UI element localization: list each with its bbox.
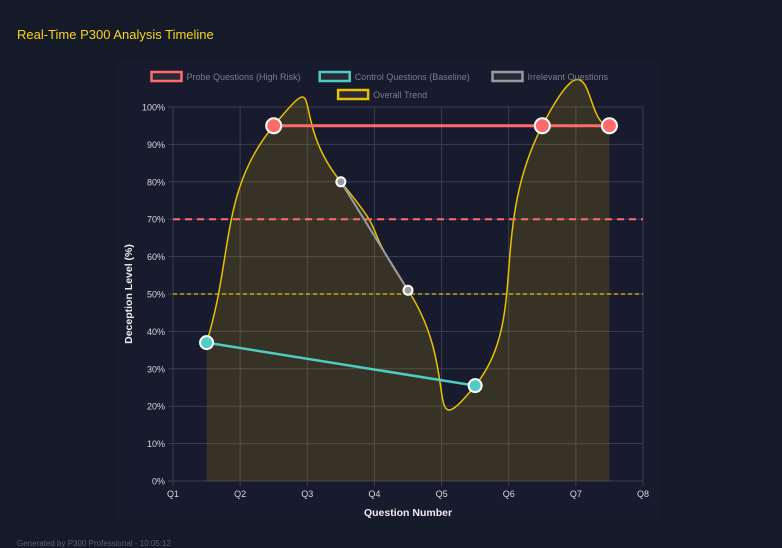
trend-area [206,79,610,481]
legend-item[interactable]: Irrelevant Questions [491,70,609,83]
legend-label: Control Questions (Baseline) [355,72,470,82]
legend-label: Probe Questions (High Risk) [187,72,301,82]
irrelevant-line [340,181,409,291]
legend-item[interactable]: Overall Trend [336,88,427,101]
footer-text: Generated by P300 Professional - 10:05:1… [17,539,171,548]
y-tick-label: 10% [147,439,165,449]
y-axis-label: Deception Level (%) [123,244,135,344]
irrelevant-point [402,284,414,296]
y-tick-label: 20% [147,402,165,412]
legend-swatch [491,70,524,83]
y-tick-label: 30% [147,364,165,374]
control-point [467,378,483,394]
probe-point [600,117,618,135]
y-tick-label: 90% [147,140,165,150]
probe-point [533,117,551,135]
control-line [206,341,476,387]
x-tick-label: Q7 [570,489,582,499]
legend-label: Overall Trend [373,90,427,100]
y-tick-label: 0% [152,477,165,487]
x-tick-label: Q3 [301,489,313,499]
y-tick-label: 60% [147,252,165,262]
probe-point [265,117,283,135]
legend-swatch [336,88,370,101]
legend-swatch [150,70,183,83]
legend-item[interactable]: Probe Questions (High Risk) [150,70,301,83]
x-tick-label: Q1 [167,489,179,499]
x-tick-label: Q2 [234,489,246,499]
irrelevant-point [335,176,347,188]
x-tick-label: Q8 [637,489,649,499]
x-tick-label: Q6 [503,489,515,499]
y-tick-label: 80% [147,177,165,187]
y-tick-label: 40% [147,327,165,337]
legend-label: Irrelevant Questions [528,72,609,82]
y-tick-label: 50% [147,290,165,300]
legend-item[interactable]: Control Questions (Baseline) [318,70,470,83]
legend-swatch [318,70,351,83]
control-point [199,335,215,351]
x-tick-label: Q5 [436,489,448,499]
chart-title: Real-Time P300 Analysis Timeline [17,27,214,42]
x-tick-label: Q4 [368,489,380,499]
y-tick-label: 100% [142,103,165,113]
x-axis-label: Question Number [364,507,452,519]
y-tick-label: 70% [147,215,165,225]
